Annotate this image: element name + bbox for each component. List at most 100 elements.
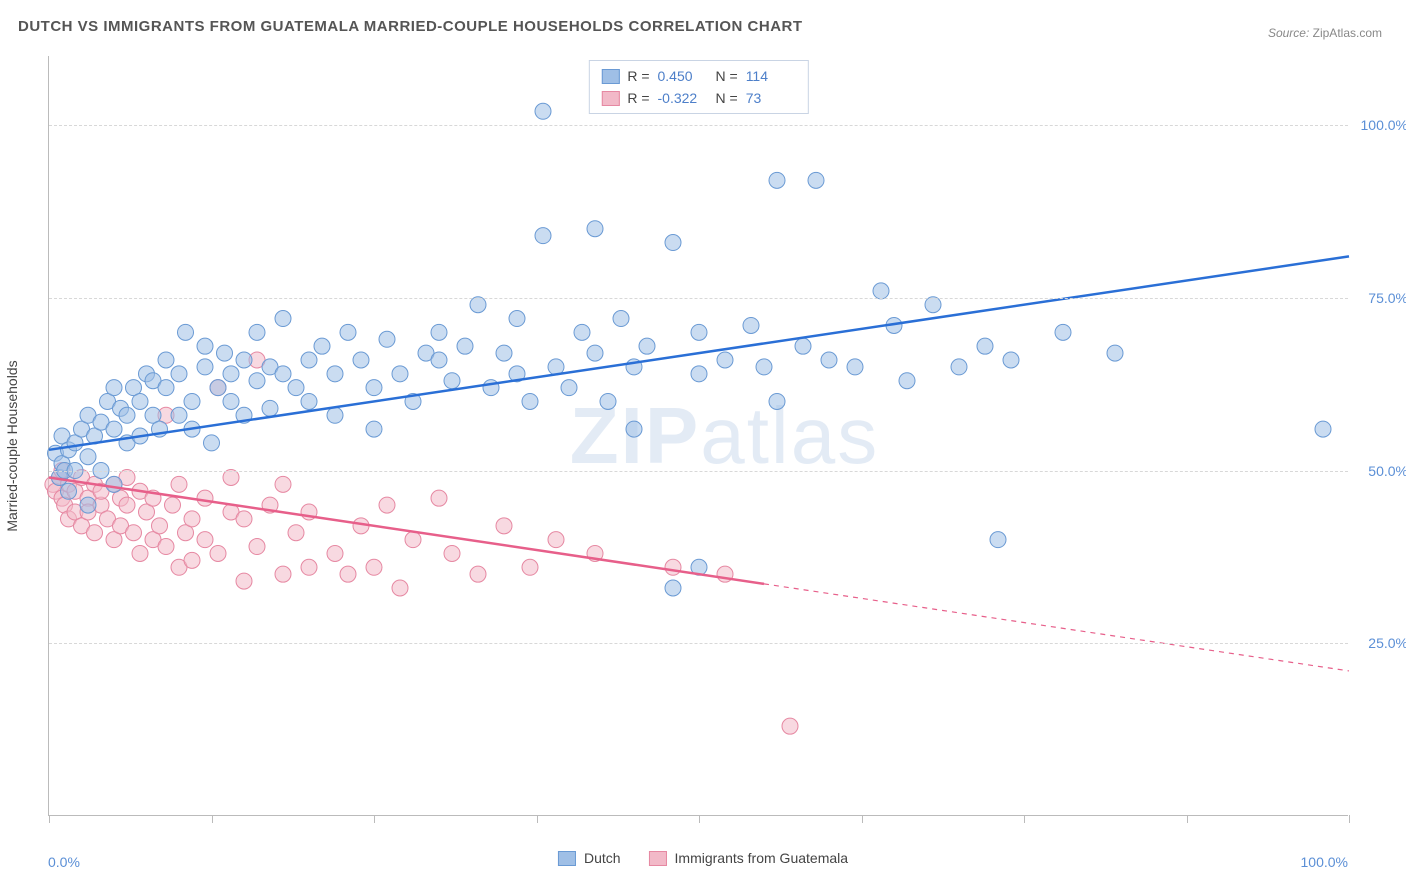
scatter-point xyxy=(665,559,681,575)
source-attribution: Source: ZipAtlas.com xyxy=(1268,26,1382,40)
scatter-point xyxy=(197,532,213,548)
scatter-point xyxy=(184,511,200,527)
stats-r-label-1: R = xyxy=(627,90,649,106)
scatter-point xyxy=(587,345,603,361)
scatter-point xyxy=(87,525,103,541)
scatter-point xyxy=(873,283,889,299)
scatter-point xyxy=(496,518,512,534)
x-tick xyxy=(1187,815,1188,823)
scatter-point xyxy=(217,345,233,361)
scatter-point xyxy=(665,580,681,596)
legend-item-0: Dutch xyxy=(558,850,621,866)
y-tick-label: 25.0% xyxy=(1368,635,1406,651)
scatter-point xyxy=(1003,352,1019,368)
scatter-point xyxy=(717,352,733,368)
x-axis-label-max: 100.0% xyxy=(1301,854,1348,870)
chart-title: DUTCH VS IMMIGRANTS FROM GUATEMALA MARRI… xyxy=(18,18,803,35)
legend-swatch-1 xyxy=(649,851,667,866)
y-tick-label: 75.0% xyxy=(1368,290,1406,306)
scatter-point xyxy=(899,373,915,389)
scatter-point xyxy=(665,235,681,251)
scatter-point xyxy=(327,407,343,423)
scatter-point xyxy=(288,525,304,541)
scatter-point xyxy=(275,366,291,382)
scatter-point xyxy=(925,297,941,313)
scatter-point xyxy=(522,393,538,409)
bottom-legend: Dutch Immigrants from Guatemala xyxy=(558,850,848,866)
scatter-point xyxy=(340,324,356,340)
scatter-point xyxy=(249,373,265,389)
scatter-point xyxy=(1055,324,1071,340)
trend-line-extrapolated xyxy=(764,584,1349,671)
chart-svg xyxy=(49,56,1348,815)
stats-swatch-0 xyxy=(601,69,619,84)
scatter-point xyxy=(301,393,317,409)
scatter-point xyxy=(171,407,187,423)
x-axis-label-min: 0.0% xyxy=(48,854,80,870)
scatter-point xyxy=(548,532,564,548)
scatter-point xyxy=(204,435,220,451)
scatter-point xyxy=(405,532,421,548)
legend-label-0: Dutch xyxy=(584,850,621,866)
scatter-point xyxy=(782,718,798,734)
scatter-point xyxy=(314,338,330,354)
x-tick xyxy=(1349,815,1350,823)
scatter-point xyxy=(210,545,226,561)
scatter-point xyxy=(210,380,226,396)
scatter-point xyxy=(470,566,486,582)
scatter-point xyxy=(236,511,252,527)
scatter-point xyxy=(275,566,291,582)
scatter-point xyxy=(119,497,135,513)
scatter-point xyxy=(327,545,343,561)
scatter-point xyxy=(795,338,811,354)
chart-plot-area: ZIPatlas R = 0.450 N = 114 R = -0.322 N … xyxy=(48,56,1348,816)
scatter-point xyxy=(626,421,642,437)
stats-n-label-0: N = xyxy=(716,68,738,84)
scatter-point xyxy=(691,324,707,340)
scatter-point xyxy=(613,311,629,327)
stats-row-1: R = -0.322 N = 73 xyxy=(601,87,795,109)
scatter-point xyxy=(249,324,265,340)
scatter-point xyxy=(106,476,122,492)
scatter-point xyxy=(184,552,200,568)
scatter-point xyxy=(171,476,187,492)
stats-r-value-0: 0.450 xyxy=(658,68,708,84)
scatter-point xyxy=(600,393,616,409)
scatter-point xyxy=(769,172,785,188)
scatter-point xyxy=(509,311,525,327)
x-tick xyxy=(49,815,50,823)
stats-swatch-1 xyxy=(601,91,619,106)
scatter-point xyxy=(535,228,551,244)
scatter-point xyxy=(223,469,239,485)
legend-label-1: Immigrants from Guatemala xyxy=(675,850,849,866)
scatter-point xyxy=(444,545,460,561)
scatter-point xyxy=(301,352,317,368)
scatter-point xyxy=(184,393,200,409)
stats-n-label-1: N = xyxy=(716,90,738,106)
scatter-point xyxy=(691,366,707,382)
stats-row-0: R = 0.450 N = 114 xyxy=(601,65,795,87)
scatter-point xyxy=(1315,421,1331,437)
scatter-point xyxy=(951,359,967,375)
scatter-point xyxy=(249,539,265,555)
scatter-point xyxy=(379,497,395,513)
y-tick-label: 50.0% xyxy=(1368,463,1406,479)
scatter-point xyxy=(152,518,168,534)
scatter-point xyxy=(496,345,512,361)
stats-r-label-0: R = xyxy=(627,68,649,84)
scatter-point xyxy=(178,324,194,340)
scatter-point xyxy=(236,352,252,368)
scatter-point xyxy=(639,338,655,354)
scatter-point xyxy=(587,221,603,237)
scatter-point xyxy=(366,559,382,575)
scatter-point xyxy=(457,338,473,354)
scatter-point xyxy=(223,393,239,409)
scatter-point xyxy=(847,359,863,375)
scatter-point xyxy=(821,352,837,368)
scatter-point xyxy=(119,407,135,423)
scatter-point xyxy=(197,359,213,375)
scatter-point xyxy=(236,573,252,589)
scatter-point xyxy=(126,525,142,541)
scatter-point xyxy=(340,566,356,582)
scatter-point xyxy=(522,559,538,575)
